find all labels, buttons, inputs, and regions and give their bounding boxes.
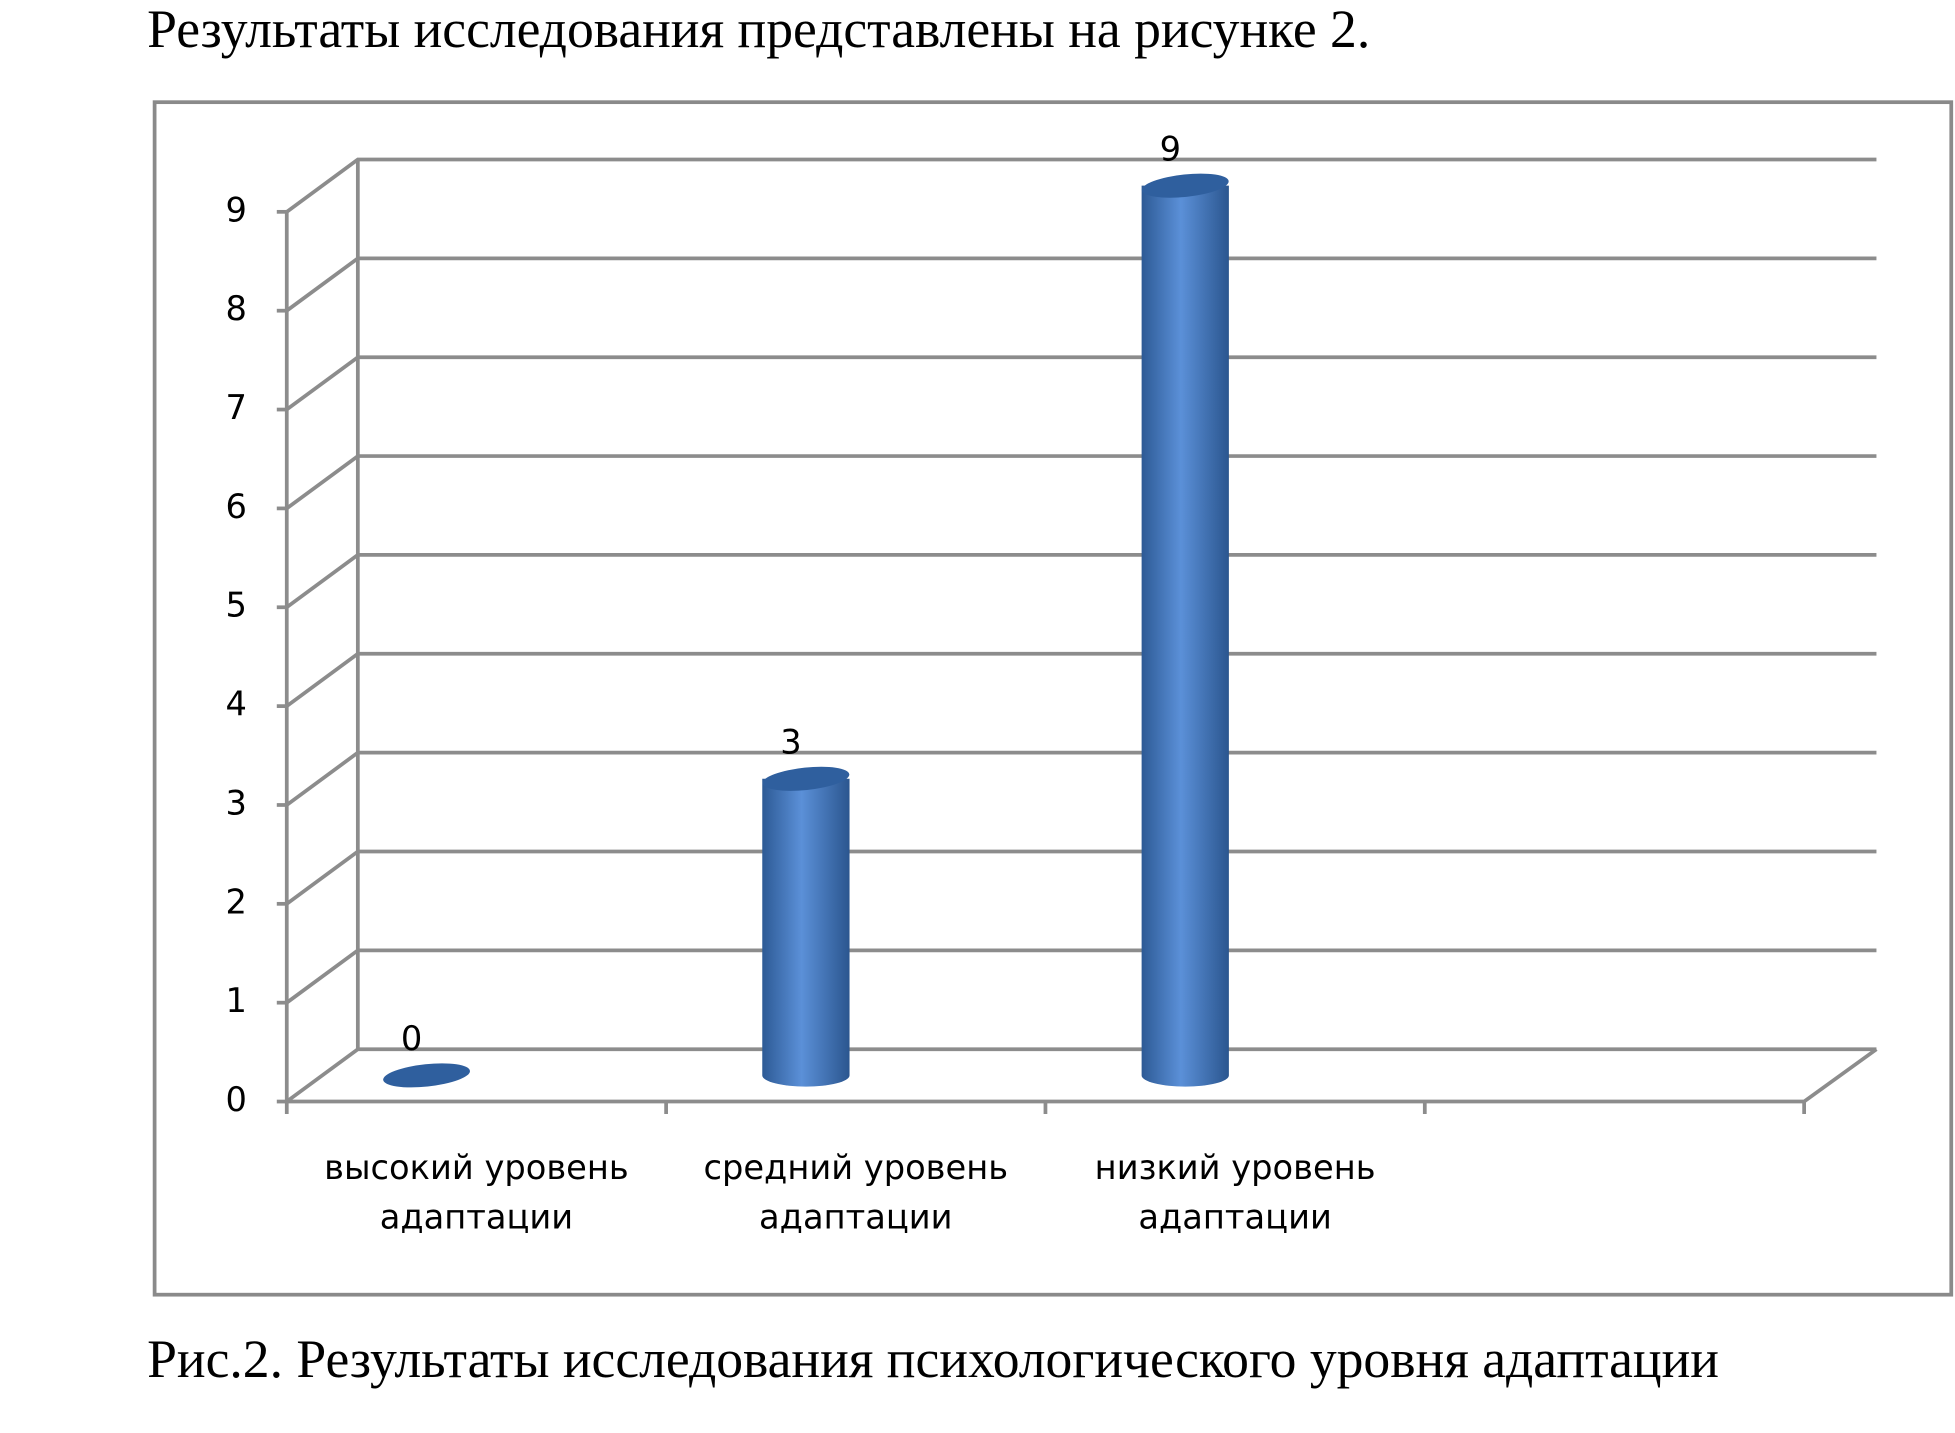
value-label: 9 bbox=[1160, 129, 1181, 168]
x-tick-label-text: средний уровень адаптации bbox=[703, 1148, 1009, 1238]
grid-line bbox=[285, 157, 1877, 214]
x-tick-label-text: высокий уровень адаптации bbox=[324, 1148, 629, 1238]
y-tick-label: 9 bbox=[225, 190, 246, 229]
chart-title: Рис.2. Результаты исследования психологи… bbox=[147, 1329, 1719, 1389]
bar-top bbox=[762, 766, 850, 791]
bar-top bbox=[383, 1063, 470, 1088]
grid-line bbox=[285, 948, 1877, 1005]
y-tick-label: 7 bbox=[225, 388, 246, 427]
bar bbox=[1141, 173, 1229, 1087]
grid-line bbox=[285, 553, 1877, 609]
x-tick-label: низкий уровень адаптации bbox=[1094, 1148, 1376, 1238]
grid-line bbox=[285, 651, 1877, 708]
bar-body bbox=[762, 778, 850, 1087]
y-tick-label: 6 bbox=[225, 487, 246, 526]
x-tick-label: высокий уровень адаптации bbox=[324, 1148, 629, 1238]
bar-top bbox=[1141, 173, 1229, 198]
y-tick-label: 8 bbox=[225, 289, 246, 328]
bar bbox=[762, 766, 850, 1087]
bar-body bbox=[1141, 185, 1229, 1087]
grid-line bbox=[285, 454, 1877, 510]
grid-line bbox=[285, 256, 1877, 313]
grid-line bbox=[285, 849, 1877, 906]
y-tick-label: 5 bbox=[225, 586, 246, 625]
intro-text: Результаты исследования представлены на … bbox=[147, 0, 1370, 59]
bar bbox=[383, 1063, 470, 1088]
grid-line bbox=[285, 355, 1877, 412]
value-label: 0 bbox=[401, 1019, 422, 1058]
grid-line bbox=[285, 1047, 1877, 1104]
y-tick-label: 0 bbox=[225, 1080, 246, 1119]
y-tick-label: 1 bbox=[225, 981, 246, 1020]
grid-line bbox=[285, 750, 1877, 807]
x-tick-label: средний уровень адаптации bbox=[703, 1148, 1009, 1238]
value-label: 3 bbox=[780, 722, 801, 761]
y-tick-label: 3 bbox=[225, 783, 246, 822]
y-tick-label: 4 bbox=[225, 685, 246, 724]
y-tick-label: 2 bbox=[225, 882, 246, 921]
floor-edge bbox=[286, 1047, 1878, 1104]
chart-frame bbox=[152, 100, 1954, 1297]
x-tick-label-text: низкий уровень адаптации bbox=[1094, 1148, 1376, 1238]
